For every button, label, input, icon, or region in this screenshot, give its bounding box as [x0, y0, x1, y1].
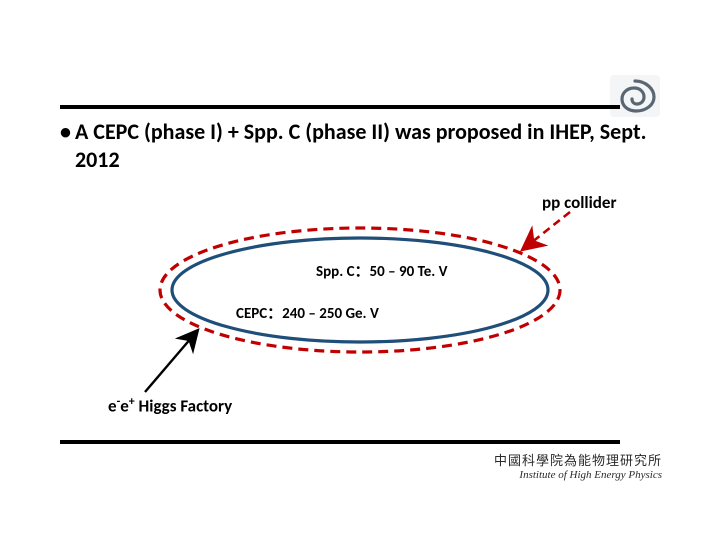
ihep-en-name: Institute of High Energy Physics	[494, 469, 662, 481]
higgs-e2: e	[120, 396, 129, 417]
bullet-dot: •	[60, 118, 71, 146]
pp-collider-label: pp collider	[542, 192, 617, 213]
bottom-divider	[60, 440, 620, 444]
top-divider	[60, 105, 620, 109]
ihep-spiral-logo	[610, 75, 660, 117]
higgs-arrow	[145, 330, 198, 392]
higgs-e1: e	[108, 396, 117, 417]
higgs-factory-label: e-e+ Higgs Factory	[108, 395, 232, 417]
sppc-ring	[160, 228, 560, 352]
cepc-energy-label: CEPC：240 – 250 Ge. V	[236, 302, 379, 323]
headline-text: A CEPC (phase I) + Spp. C (phase II) was…	[75, 118, 646, 173]
cepc-ring	[172, 238, 548, 342]
higgs-rest: Higgs Factory	[135, 396, 233, 417]
ihep-cn-name: 中國科學院為能物理研究所	[494, 450, 662, 469]
sppc-energy-label: Spp. C：50 – 90 Te. V	[316, 260, 448, 281]
ihep-footer-logo: 中國科學院為能物理研究所 Institute of High Energy Ph…	[494, 450, 662, 481]
pp-arrow	[522, 212, 570, 250]
headline-bullet: • A CEPC (phase I) + Spp. C (phase II) w…	[75, 118, 650, 173]
